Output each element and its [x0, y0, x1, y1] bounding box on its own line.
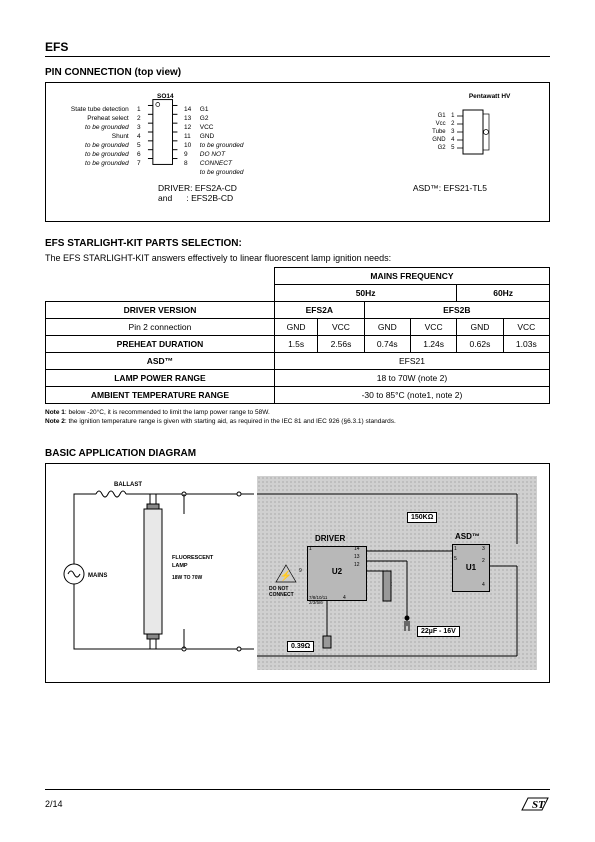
st-logo-icon: S T	[520, 794, 550, 814]
so14-label: SO14	[157, 93, 174, 100]
ballast-label: BALLAST	[114, 482, 142, 488]
page-header: EFS	[45, 40, 550, 57]
pcb-area: U2 DRIVER U1 ASD™ ⚡ DO NOTCONNECT 150KΩ …	[257, 476, 537, 670]
asd-label: ASD™: EFS21-TL5	[413, 183, 487, 203]
app-diagram-box: BALLAST MAINS FLUORESCENT LAMP 18W TO 70…	[45, 463, 550, 683]
cell-drv-ver: DRIVER VERSION	[46, 302, 275, 319]
product-name: EFS	[45, 40, 550, 54]
svg-text:LAMP: LAMP	[172, 563, 188, 569]
lamp-text: FLUORESCENT	[172, 555, 214, 561]
so14-chip-icon	[145, 93, 180, 171]
pin-connection-box: State tube detectionPreheat selectto be …	[45, 82, 550, 222]
page-number: 2/14	[45, 799, 63, 809]
parts-subtitle: The EFS STARLIGHT-KIT answers effectivel…	[45, 253, 550, 263]
svg-text:18W TO 70W: 18W TO 70W	[172, 575, 202, 581]
page-footer: 2/14 S T	[45, 789, 550, 814]
pentawatt-chip-icon	[457, 108, 517, 156]
cell-60hz: 60Hz	[457, 285, 550, 302]
pcb-wiring-icon	[257, 476, 537, 672]
cell-efs2a: EFS2A	[274, 302, 364, 319]
pin-connection-title: PIN CONNECTION (top view)	[45, 67, 550, 78]
cell-50hz: 50Hz	[274, 285, 456, 302]
cell-lamppower: LAMP POWER RANGE	[46, 370, 275, 387]
mains-label: MAINS	[88, 573, 107, 579]
cell-pin2: Pin 2 connection	[46, 319, 275, 336]
cell-asd: ASD™	[46, 353, 275, 370]
cell-preheat: PREHEAT DURATION	[46, 336, 275, 353]
cell-efs2b: EFS2B	[364, 302, 549, 319]
driver-label: DRIVER: EFS2A-CD and : EFS2B-CD	[158, 183, 237, 203]
pentawatt-label: Pentawatt HV	[462, 93, 517, 100]
app-diagram-title: BASIC APPLICATION DIAGRAM	[45, 448, 550, 459]
mains-circuit-icon: BALLAST MAINS FLUORESCENT LAMP 18W TO 70…	[54, 474, 274, 674]
cell-ambient: AMBIENT TEMPERATURE RANGE	[46, 387, 275, 404]
cell-mains-freq: MAINS FREQUENCY	[274, 268, 549, 285]
pentawatt-block: Pentawatt HV G1VccTubeGNDG2 12345	[266, 93, 537, 177]
parts-table: MAINS FREQUENCY 50Hz 60Hz DRIVER VERSION…	[45, 267, 550, 404]
parts-title: EFS STARLIGHT-KIT PARTS SELECTION:	[45, 238, 550, 249]
so14-block: State tube detectionPreheat selectto be …	[58, 93, 258, 177]
table-notes: Note 1Note 1: below -20°C, it is recomme…	[45, 408, 550, 426]
